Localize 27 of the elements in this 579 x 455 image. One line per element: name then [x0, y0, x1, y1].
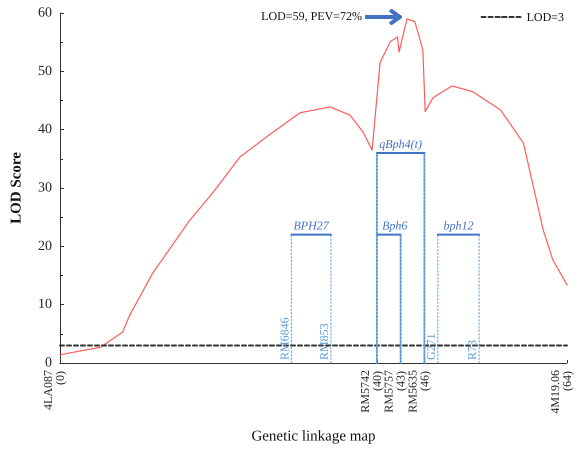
y-tick-label: 60: [38, 6, 52, 20]
series-label: BPH27: [293, 218, 330, 233]
y-tick-label: 20: [38, 238, 52, 254]
x-tick-label: (43): [394, 371, 408, 391]
text: RM5742: [358, 370, 372, 413]
y-axis-title: LOD Score: [8, 152, 24, 224]
text: 4M19.06: [548, 370, 562, 414]
x-tick-label: (40): [370, 371, 384, 391]
annotation: LOD=59, PEV=72%: [261, 9, 362, 23]
legend-label: LOD=3: [526, 10, 564, 24]
y-tick-label: 10: [38, 297, 52, 312]
x-axis-title: Genetic linkage map: [251, 428, 376, 444]
series-label: qBph4(t): [379, 137, 422, 151]
y-tick-label: 30: [38, 180, 52, 196]
y-tick-label: 50: [38, 64, 52, 79]
x-tick-label: (46): [417, 371, 432, 391]
text: G271: [424, 333, 438, 360]
y-tick-label: 0: [45, 356, 52, 370]
text: 4LA087: [41, 370, 55, 410]
y-tick-label: 40: [38, 122, 52, 138]
text: R73: [465, 340, 480, 360]
series-label: bph12: [443, 218, 474, 233]
x-tick-label: (64): [560, 371, 574, 391]
x-tick-label: (0): [53, 371, 67, 385]
text: RM853: [316, 323, 331, 360]
text: RM6846: [277, 317, 292, 360]
series-label: Bph6: [382, 218, 408, 233]
